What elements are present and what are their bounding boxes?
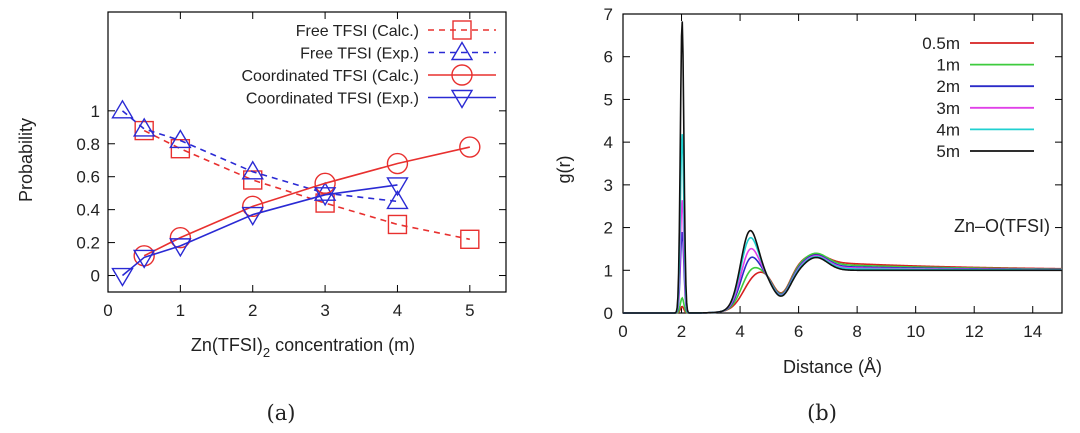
panel-b-legend-label: 3m — [936, 99, 960, 118]
panel-a-point — [314, 172, 336, 194]
panel-b-ytick-label: 0 — [604, 304, 613, 323]
panel-b-legend-label: 4m — [936, 120, 960, 139]
panel-a-xlabel-tail: concentration (m) — [270, 335, 415, 355]
panel-b-xlabel: Distance (Å) — [783, 357, 882, 377]
panel-a-point — [134, 120, 154, 141]
panel-b-ytick-label: 3 — [604, 176, 613, 195]
panel-a-point — [386, 177, 409, 197]
panel-a-ytick-label: 0 — [91, 267, 100, 286]
panel-a-point — [387, 214, 408, 235]
panel-b-xtick-label: 12 — [965, 322, 984, 341]
panel-a-point — [313, 187, 337, 207]
panel-a-point — [132, 117, 156, 137]
panel-b-legend-label: 5m — [936, 142, 960, 161]
panel-a-ytick-label: 0.8 — [76, 135, 100, 154]
panel-b-xtick-label: 0 — [618, 322, 627, 341]
panel-b-ytick-label: 6 — [604, 48, 613, 67]
panel-a-point — [169, 129, 192, 149]
panel-a-point — [386, 152, 409, 175]
panel-b-xtick-label: 2 — [677, 322, 686, 341]
panel-b-series-5m — [623, 21, 1062, 314]
panel-b-legend-label: 1m — [936, 56, 960, 75]
panel-b-ylabel: g(r) — [554, 156, 574, 184]
panel-a-series-line — [143, 129, 470, 241]
panel-a-point — [459, 136, 481, 158]
panel-a-series-1 — [111, 99, 409, 210]
panel-a-ytick-label: 0.4 — [76, 201, 100, 220]
panel-a-xlabel: Zn(TFSI)2 concentration (m) — [191, 335, 415, 360]
panel-a-point — [242, 195, 264, 218]
panel-a-point — [169, 226, 192, 249]
panel-a-series-3 — [111, 177, 409, 287]
panel-a-ytick-label: 1 — [91, 102, 100, 121]
panel-b-ytick-label: 2 — [604, 219, 613, 238]
panel-b-xtick-label: 8 — [852, 322, 861, 341]
panel-a-legend-marker — [450, 89, 474, 109]
panel-b-caption: (b) — [807, 401, 837, 425]
panel-a-legend-marker — [451, 64, 473, 86]
panel-b-xtick-label: 10 — [906, 322, 925, 341]
panel-b-xtick-label: 6 — [794, 322, 803, 341]
panel-a-ytick-label: 0.2 — [76, 234, 100, 253]
panel-b-series-0.5m — [623, 253, 1062, 314]
panel-a-point — [169, 238, 192, 258]
panel-a-xlabel-sub: 2 — [263, 345, 270, 360]
panel-a-legend-marker — [450, 41, 474, 61]
panel-a-point — [132, 249, 156, 269]
panel-a-point — [133, 245, 155, 267]
panel-a-point — [386, 190, 409, 210]
panel-b-frame — [622, 13, 1063, 314]
panel-a-xtick-label: 1 — [176, 301, 185, 320]
panel-a-point — [111, 99, 134, 119]
panel-a-xtick-label: 4 — [393, 301, 402, 320]
panel-a-legend-marker — [452, 20, 472, 40]
panel-a-point — [460, 229, 480, 249]
panel-a-caption: (a) — [267, 401, 296, 425]
panel-a-legend-label: Coordinated TFSI (Exp.) — [246, 91, 419, 108]
panel-a-xtick-label: 3 — [320, 301, 329, 320]
panel-a-point — [111, 267, 134, 287]
panel-a-series-line — [143, 146, 470, 257]
panel-b-ytick-label: 5 — [604, 90, 613, 109]
panel-b-ytick-label: 4 — [604, 133, 613, 152]
panel-a-point — [241, 206, 264, 226]
panel-a-series-2 — [133, 136, 481, 267]
panel-a-legend-label: Free TFSI (Exp.) — [300, 46, 419, 63]
panel-a-ylabel: Probability — [16, 118, 36, 202]
panel-a-series-line — [121, 110, 398, 203]
panel-b-legend-label: 0.5m — [922, 34, 960, 53]
panel-b-ytick-label: 1 — [604, 261, 613, 280]
panel-b-legend-label: 2m — [936, 77, 960, 96]
panel-a-xlabel-main: Zn(TFSI) — [191, 335, 263, 355]
panel-b-xtick-label: 4 — [735, 322, 744, 341]
panel-b-xtick-label: 14 — [1023, 322, 1042, 341]
panel-a-xtick-label: 0 — [103, 301, 112, 320]
panel-a-point — [241, 160, 264, 180]
panel-a-ytick-label: 0.6 — [76, 168, 100, 187]
panel-a-legend-label: Free TFSI (Calc.) — [296, 23, 419, 40]
panel-a-legend-label: Coordinated TFSI (Calc.) — [241, 68, 419, 85]
panel-b-ytick-label: 7 — [604, 5, 613, 24]
panel-a-xtick-label: 2 — [248, 301, 257, 320]
panel-b-series-2m — [623, 231, 1062, 314]
panel-a-frame — [107, 11, 507, 293]
panel-a-xtick-label: 5 — [465, 301, 474, 320]
panel-b-annotation: Zn–O(TFSI) — [954, 216, 1050, 236]
